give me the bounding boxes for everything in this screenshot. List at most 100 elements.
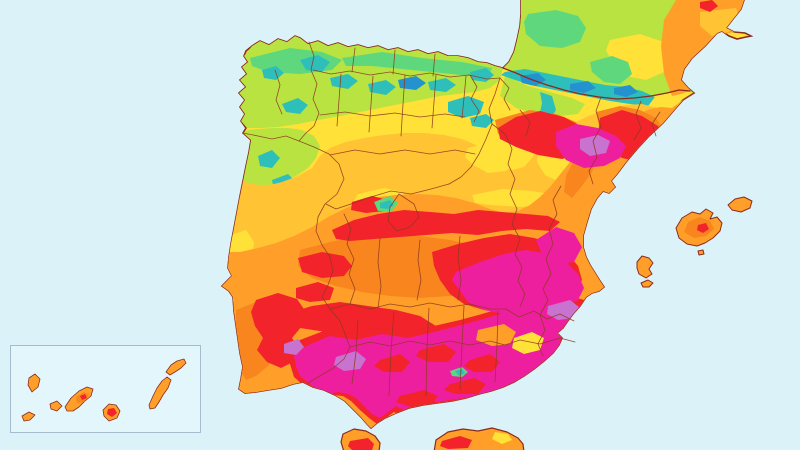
border-line	[502, 67, 691, 100]
border-line	[368, 75, 374, 133]
temp-region	[107, 408, 117, 417]
border-line	[416, 239, 422, 301]
canary-hot-dots	[80, 394, 117, 417]
temp-region	[444, 378, 486, 394]
border-line	[388, 311, 395, 397]
border-line	[459, 305, 465, 391]
temp-region	[590, 56, 632, 84]
temp-region-tagus-valley	[332, 210, 560, 241]
border-line	[491, 123, 518, 225]
border-line	[511, 223, 526, 308]
balearic-islands	[636, 196, 753, 288]
temp-region	[524, 10, 586, 48]
africa-red-patches	[348, 436, 472, 450]
temp-region	[547, 300, 580, 320]
border-line	[298, 41, 320, 142]
france-red-spot	[700, 0, 718, 12]
temp-region	[368, 80, 396, 95]
border-line-portugal-spain	[242, 132, 351, 384]
temp-region	[464, 354, 500, 372]
temp-region	[465, 142, 516, 173]
temp-region	[396, 390, 438, 406]
temp-region	[284, 339, 304, 355]
temp-region	[455, 369, 465, 376]
north-africa	[340, 427, 525, 450]
border-line	[537, 299, 549, 357]
border-line	[494, 310, 499, 383]
border-line	[461, 75, 467, 119]
temp-region	[580, 135, 610, 156]
border-line	[392, 49, 396, 75]
border-line	[542, 185, 562, 301]
island-el-hierro	[21, 411, 36, 422]
island-la-palma	[27, 373, 41, 393]
border-line	[329, 302, 507, 310]
france-spain-border	[502, 67, 691, 100]
temp-region	[374, 354, 410, 372]
island-formentera	[640, 279, 654, 288]
border-line	[519, 109, 531, 137]
border-line	[351, 319, 359, 385]
temp-region	[440, 436, 472, 449]
border-line	[431, 74, 437, 129]
inset-frame	[10, 345, 201, 433]
border-line	[651, 111, 661, 137]
border-line	[400, 74, 406, 137]
inset-border	[10, 345, 201, 433]
border-line	[499, 77, 511, 111]
temp-region	[697, 223, 709, 233]
border-line	[329, 149, 476, 156]
border-line	[349, 337, 576, 348]
island-lanzarote	[165, 358, 187, 376]
border-line	[432, 53, 436, 77]
border-line	[448, 77, 501, 185]
temp-region	[282, 98, 308, 114]
island-menorca	[727, 196, 753, 213]
temp-region	[296, 282, 334, 302]
temp-region	[470, 68, 494, 82]
temp-region	[570, 81, 596, 93]
island-cabrera	[697, 249, 705, 256]
island-la-gomera	[49, 400, 63, 412]
temp-region	[416, 344, 456, 362]
temp-region-andalusia	[294, 300, 616, 418]
border-line	[457, 235, 462, 301]
canary-inset	[10, 345, 201, 433]
border-line	[351, 47, 356, 73]
temp-region	[330, 74, 358, 89]
yellow-spot-in-south	[512, 332, 544, 354]
border-line	[343, 213, 356, 305]
temp-region	[476, 324, 516, 346]
temp-region	[348, 438, 374, 450]
temp-region	[298, 252, 352, 278]
border-line	[633, 100, 642, 141]
border-line	[425, 307, 430, 397]
balearic-hot-dot	[697, 223, 709, 233]
temp-region	[300, 55, 330, 72]
africa-yellow-patch	[492, 432, 512, 444]
temp-region	[492, 432, 512, 444]
border-line	[319, 111, 466, 118]
border-line	[377, 237, 382, 309]
temp-region	[262, 66, 284, 80]
border-line	[469, 74, 480, 123]
temp-region-north-portugal	[243, 128, 320, 186]
border-line	[387, 193, 420, 232]
temp-region	[342, 52, 492, 78]
province-borders	[242, 41, 661, 397]
temp-region	[512, 332, 544, 354]
border-line	[325, 183, 450, 210]
border-line	[312, 69, 501, 80]
france-green-patches	[524, 10, 632, 84]
warm-spots-in-south	[476, 324, 516, 346]
temp-region	[334, 351, 366, 371]
island-ibiza	[636, 255, 654, 279]
border-line	[336, 73, 342, 127]
border-line	[274, 69, 283, 115]
island-fuerteventura	[148, 376, 172, 410]
temp-region	[614, 85, 638, 97]
border-line	[588, 96, 602, 185]
temp-region	[448, 96, 484, 118]
temp-region	[700, 0, 718, 12]
